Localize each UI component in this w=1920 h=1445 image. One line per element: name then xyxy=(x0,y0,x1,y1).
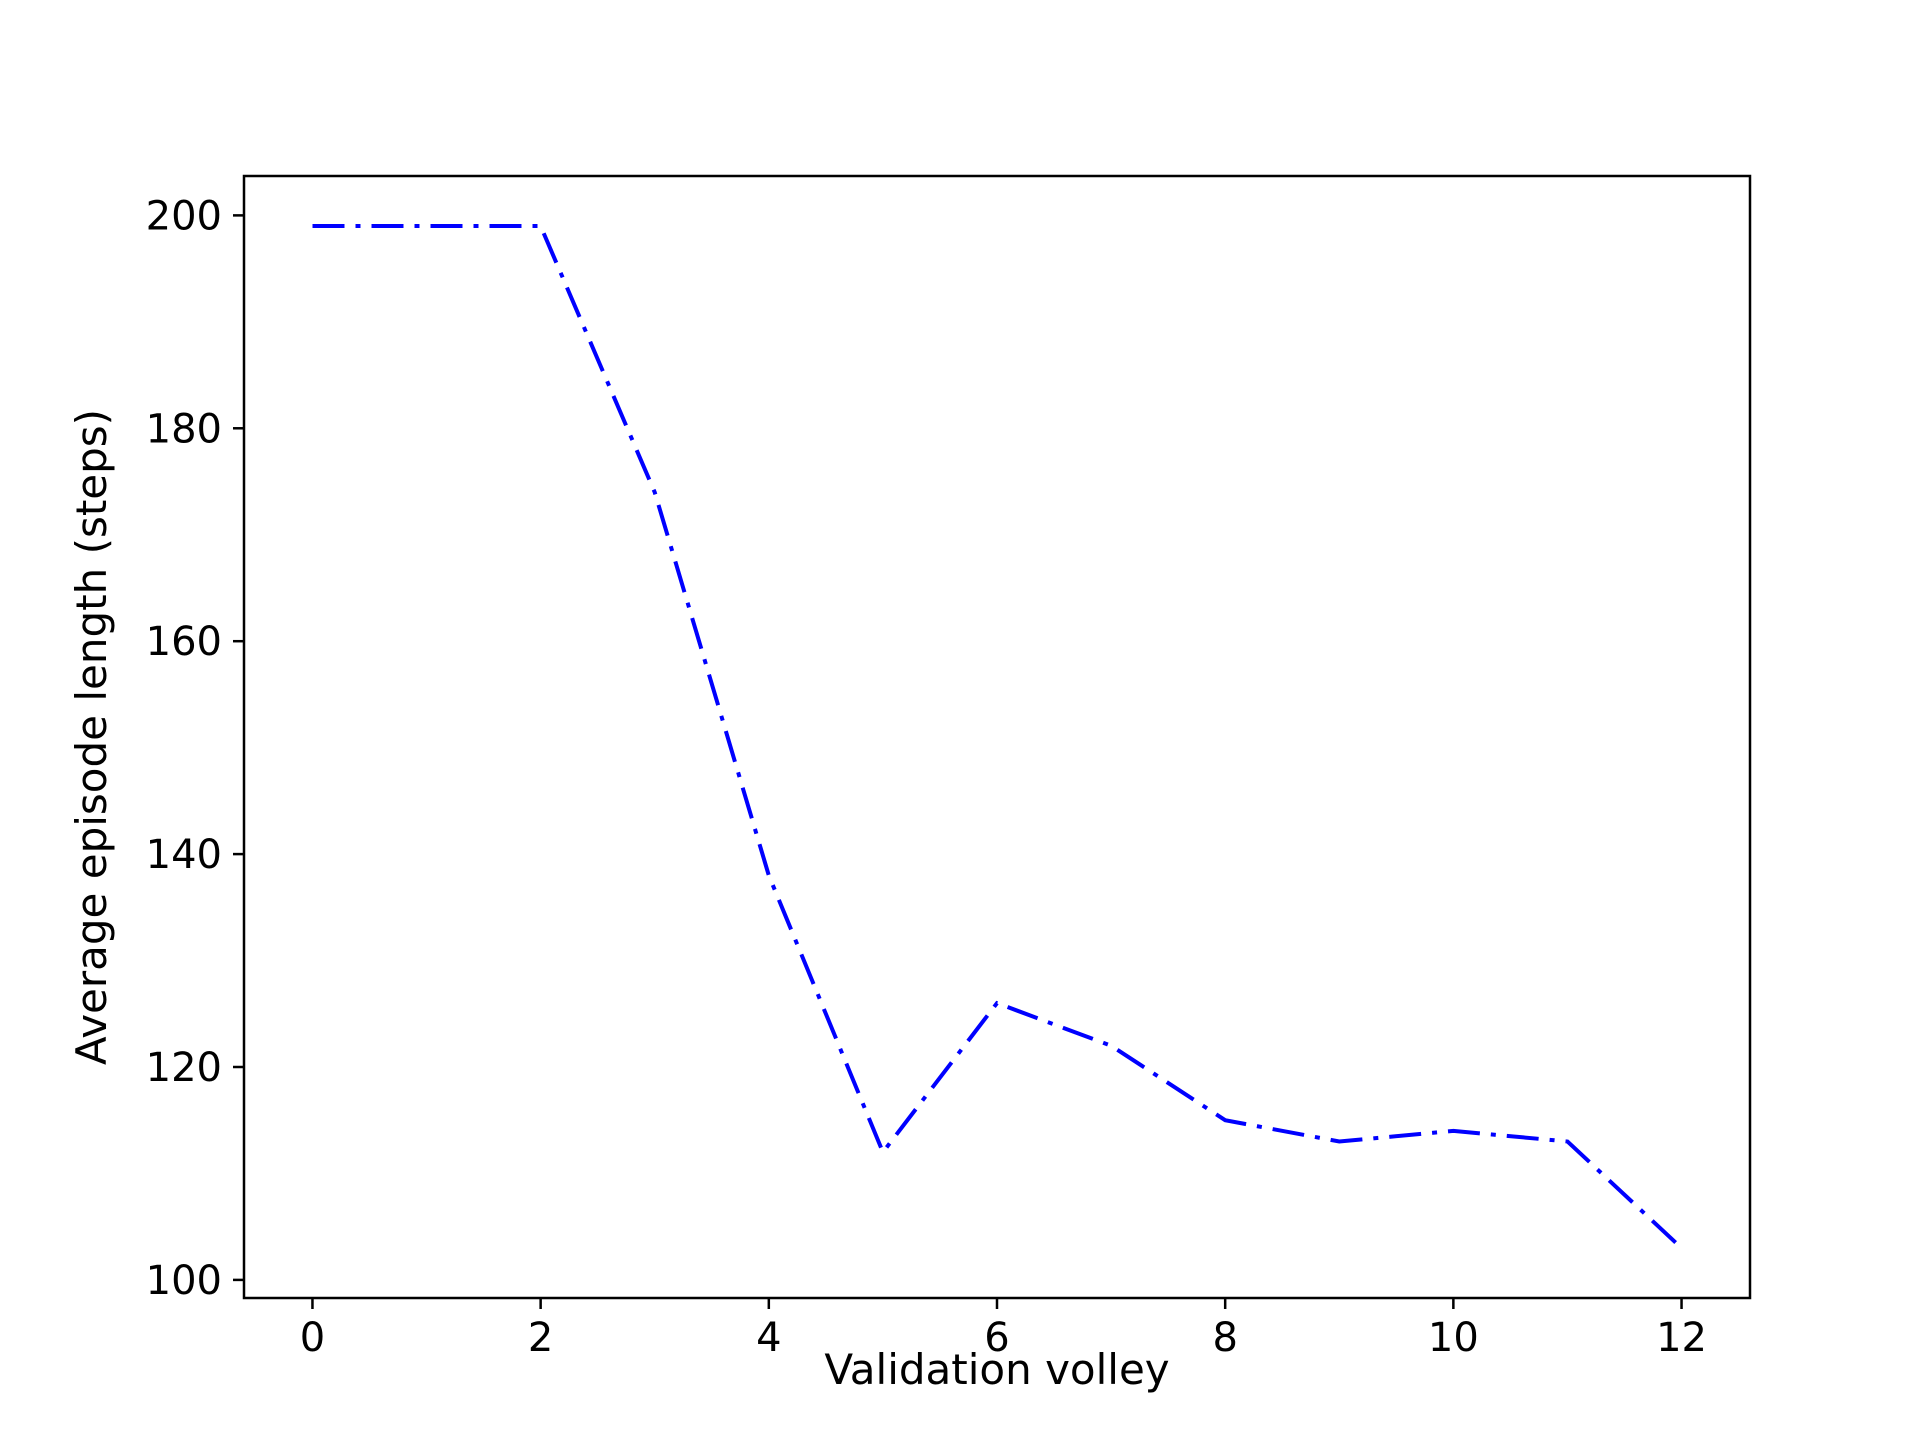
y-tick-label: 180 xyxy=(146,406,222,452)
y-tick-label: 200 xyxy=(146,193,222,239)
y-axis-label: Average episode length (steps) xyxy=(67,409,116,1065)
plot-area xyxy=(312,224,1683,1250)
x-tick-label: 2 xyxy=(528,1315,553,1361)
x-tick-label: 12 xyxy=(1656,1315,1707,1361)
y-tick-label: 100 xyxy=(146,1258,222,1304)
x-tick-label: 10 xyxy=(1428,1315,1479,1361)
axes-frame xyxy=(242,174,1752,1300)
x-axis-label: Validation volley xyxy=(824,1345,1169,1394)
series-line-0 xyxy=(312,224,1683,1250)
y-axis: 100 120 140 160 180 200 xyxy=(146,193,244,1304)
y-tick-label: 120 xyxy=(146,1045,222,1091)
x-tick-label: 6 xyxy=(984,1315,1009,1361)
y-tick-label: 160 xyxy=(146,619,222,665)
y-tick-label: 140 xyxy=(146,832,222,878)
x-axis: 0 2 4 6 8 10 12 xyxy=(300,1298,1707,1361)
x-tick-label: 8 xyxy=(1212,1315,1237,1361)
x-tick-label: 4 xyxy=(756,1315,781,1361)
x-tick-label: 0 xyxy=(300,1315,325,1361)
